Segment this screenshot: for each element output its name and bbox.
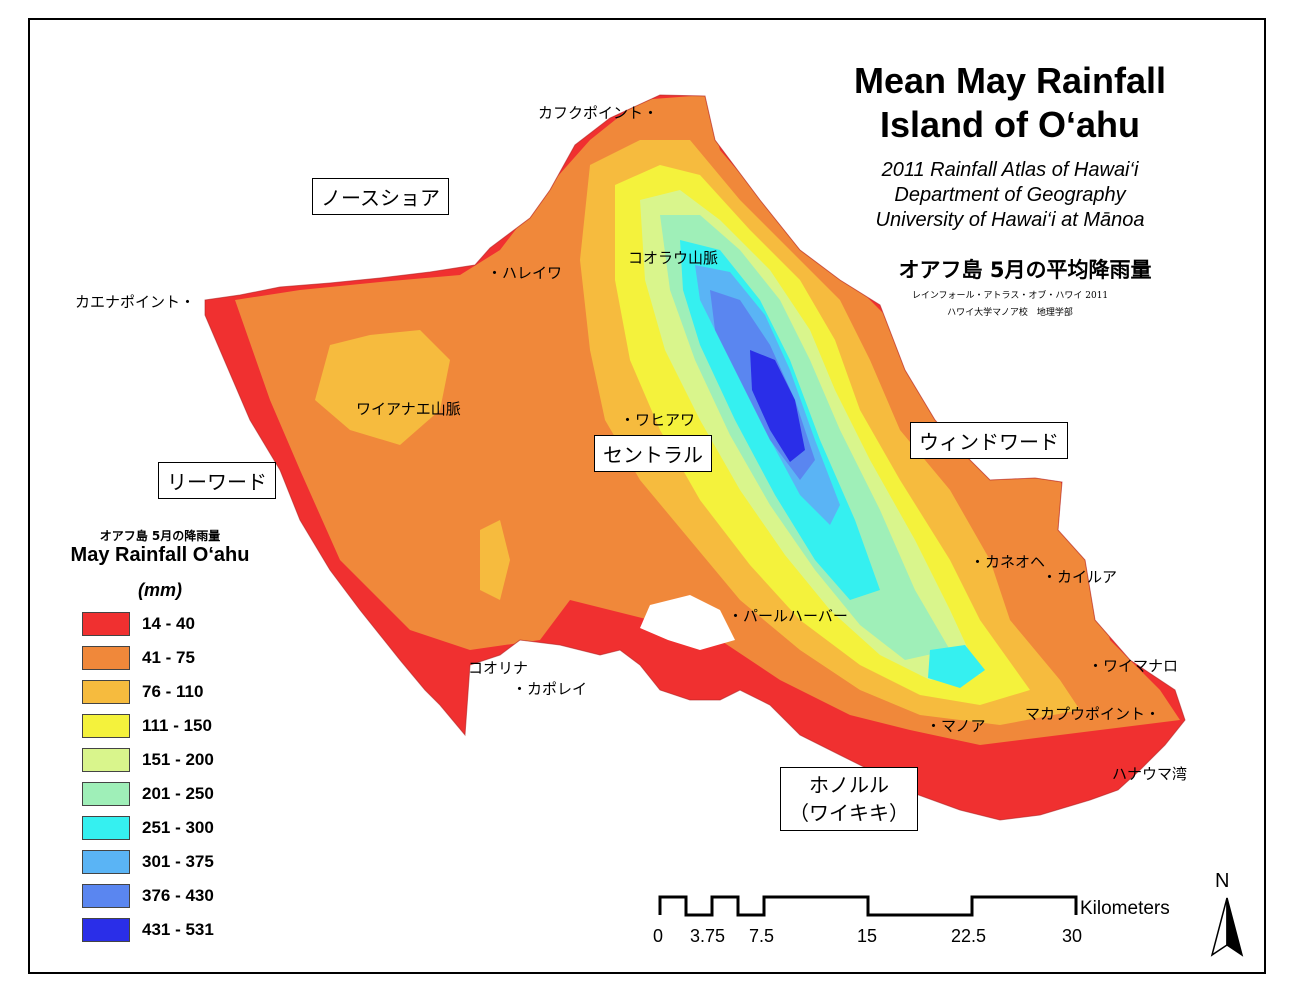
map-frame [28, 18, 1266, 974]
legend-swatch [82, 748, 130, 772]
legend-swatch [82, 680, 130, 704]
legend-swatch [82, 782, 130, 806]
place-wahiawa: ・ワヒアワ [620, 411, 696, 429]
place-waimanalo: ・ワイマナロ [1088, 657, 1179, 675]
legend-swatch [82, 646, 130, 670]
map-title-line1: Mean May Rainfall [853, 60, 1167, 101]
subtitle-line1: 2011 Rainfall Atlas of Hawai‘i [881, 159, 1139, 181]
legend-label: 376 - 430 [142, 886, 214, 905]
place-haleiwa: ・ハレイワ [487, 264, 563, 282]
place-ko-olina: コオリナ [468, 659, 529, 677]
region-windward: ウィンドワード [910, 422, 1068, 459]
zone-76-110-waianae [315, 330, 450, 445]
place-kapolei: ・カポレイ [512, 680, 588, 698]
legend-unit: (mm) [138, 580, 182, 600]
region-honolulu-line2: （ワイキキ） [789, 801, 909, 825]
legend-title-jp: オアフ島 5月の降雨量 [99, 529, 221, 543]
jp-title: オアフ島 5月の平均降雨量 [898, 258, 1152, 282]
place-kaneohe: ・カネオヘ [970, 553, 1046, 571]
legend-swatch [82, 612, 130, 636]
place-hanauma-bay: ハナウマ湾 [1112, 765, 1188, 783]
legend-label: 301 - 375 [142, 852, 214, 871]
legend-label: 111 - 150 [142, 716, 212, 735]
legend-title-en: May Rainfall O‘ahu [70, 544, 250, 566]
map-title-line2: Island of O‘ahu [879, 104, 1140, 145]
legend-swatch [82, 884, 130, 908]
place-kailua: ・カイルア [1042, 568, 1118, 586]
legend-label: 41 - 75 [142, 648, 195, 667]
subtitle-line2: Department of Geography [894, 184, 1126, 206]
legend-swatch [82, 918, 130, 942]
scale-tick-22-5: 22.5 [951, 926, 987, 946]
place-koolau-range: コオラウ山脈 [628, 249, 719, 267]
legend-label: 431 - 531 [142, 920, 214, 939]
zone-431-531 [750, 350, 805, 462]
jp-credit-line2: ハワイ大学マノア校 地理学部 [947, 308, 1073, 318]
place-manoa: ・マノア [926, 717, 986, 735]
scale-tick-0: 0 [653, 926, 664, 946]
scale-tick-15: 15 [857, 926, 878, 946]
region-honolulu: ホノルル （ワイキキ） [780, 767, 918, 831]
scale-tick-7-5: 7.5 [749, 926, 775, 946]
scale-tick-3-75: 3.75 [690, 926, 726, 946]
legend-label: 151 - 200 [142, 750, 214, 769]
scale-bar [658, 895, 1078, 917]
legend-label: 14 - 40 [142, 614, 195, 633]
north-arrow-icon [1210, 897, 1244, 957]
legend-swatch [82, 816, 130, 840]
place-kahuku-point: カフクポイント・ [538, 104, 659, 122]
region-north-shore: ノースショア [312, 178, 449, 215]
region-leeward: リーワード [158, 462, 276, 499]
region-central: セントラル [594, 435, 712, 472]
north-label: N [1215, 870, 1230, 892]
legend-label: 251 - 300 [142, 818, 214, 837]
place-waianae-range: ワイアナエ山脈 [356, 400, 461, 418]
subtitle-line3: University of Hawai‘i at Mānoa [875, 209, 1145, 231]
scale-unit: Kilometers [1080, 898, 1170, 919]
jp-credit-line1: レインフォール・アトラス・オブ・ハワイ 2011 [911, 291, 1109, 301]
place-makapuu-point: マカプウポイント・ [1025, 705, 1161, 723]
legend-label: 201 - 250 [142, 784, 214, 803]
legend-swatch [82, 850, 130, 874]
scale-tick-30: 30 [1062, 926, 1083, 946]
pearl-harbor-water [640, 595, 735, 650]
legend-swatch [82, 714, 130, 738]
place-pearl-harbor: ・パールハーバー [728, 607, 848, 625]
place-kaena-point: カエナポイント・ [75, 293, 196, 311]
legend-label: 76 - 110 [142, 682, 204, 701]
region-honolulu-line1: ホノルル [809, 773, 889, 797]
